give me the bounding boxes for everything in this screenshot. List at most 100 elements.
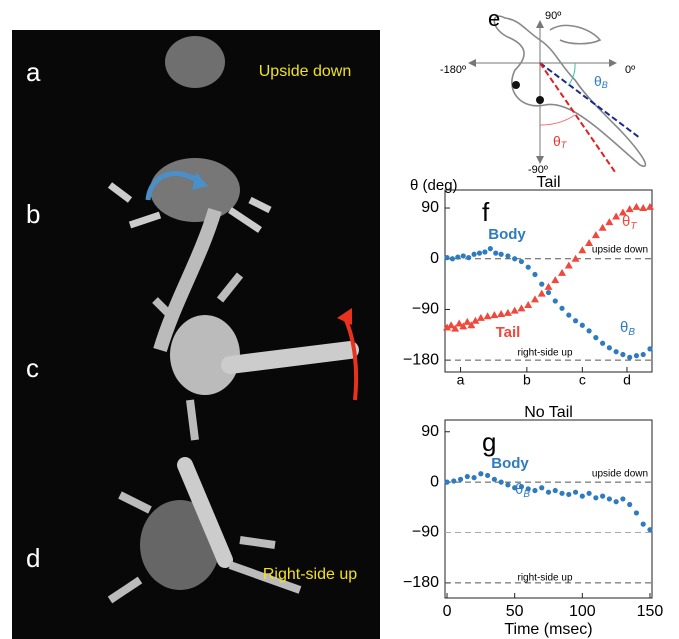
point	[559, 490, 565, 496]
point	[579, 322, 585, 328]
point	[525, 264, 531, 270]
theta-body: θB	[594, 73, 608, 91]
point	[620, 496, 626, 502]
point	[627, 354, 633, 360]
caption: Upside down	[259, 63, 352, 80]
y-tick-label: −90	[412, 301, 439, 318]
point	[498, 251, 504, 257]
chart-title: No Tail	[524, 404, 573, 421]
point	[463, 317, 472, 325]
point	[471, 316, 480, 324]
point	[524, 300, 533, 308]
point	[518, 258, 525, 265]
point	[585, 238, 594, 246]
point	[476, 313, 485, 321]
point	[591, 231, 600, 239]
point	[505, 253, 511, 259]
point	[482, 249, 488, 255]
series-symbol: θB	[620, 319, 635, 338]
point	[518, 484, 525, 490]
point	[517, 304, 526, 312]
point	[497, 309, 506, 317]
point	[530, 295, 539, 303]
point	[613, 349, 619, 355]
point	[564, 261, 573, 269]
point	[640, 351, 646, 358]
series-label: Body	[488, 226, 526, 243]
caption: Right-side up	[263, 566, 357, 583]
point	[633, 353, 640, 359]
point	[471, 251, 477, 257]
photo-labels: a b c d	[26, 57, 41, 573]
rotation-arrow	[145, 171, 202, 201]
point	[451, 324, 460, 332]
point	[558, 268, 567, 276]
y-tick-label: 0	[430, 250, 439, 267]
theta-tail: θT	[553, 133, 568, 151]
point	[572, 318, 579, 324]
point	[487, 246, 493, 252]
series-label: Tail	[496, 324, 521, 341]
point	[606, 345, 612, 351]
point	[464, 473, 470, 480]
panel-label: d	[26, 543, 40, 573]
point	[451, 478, 457, 484]
x-axis-label: Time (msec)	[504, 621, 592, 638]
plot-frame	[444, 189, 653, 373]
reference-label: upside down	[592, 469, 648, 480]
tail-arrowhead	[337, 308, 352, 325]
x-tick-label: 50	[506, 603, 524, 620]
plot-frame	[444, 419, 653, 599]
symbol: θ	[594, 73, 602, 89]
panel-label: b	[26, 199, 40, 229]
point	[612, 212, 621, 220]
point	[606, 496, 612, 502]
point	[498, 479, 504, 485]
point	[586, 328, 592, 334]
point	[455, 319, 464, 327]
point	[532, 487, 538, 494]
y-tick-label: 90	[421, 423, 439, 440]
reference-label: right-side up	[517, 573, 572, 584]
subscript: B	[628, 327, 635, 338]
point	[600, 340, 606, 346]
series-symbol: θT	[622, 213, 637, 232]
point	[586, 490, 592, 496]
point	[566, 312, 572, 318]
point	[572, 489, 579, 495]
subscript: T	[630, 221, 637, 232]
series-symbol: θB	[515, 481, 530, 500]
panel-label: g	[482, 427, 496, 457]
point	[545, 289, 552, 296]
point	[490, 311, 499, 319]
point	[571, 254, 580, 262]
point	[532, 271, 538, 278]
point	[525, 486, 531, 492]
point	[544, 282, 553, 290]
angle-label: -180º	[440, 64, 466, 76]
point	[491, 476, 497, 482]
symbol: θ	[553, 133, 561, 149]
point	[647, 346, 653, 352]
point	[505, 482, 511, 488]
point	[579, 493, 585, 499]
point	[510, 306, 519, 314]
panel-label: e	[488, 6, 500, 31]
panel-label: a	[26, 57, 41, 87]
subscript: B	[523, 489, 530, 500]
point	[559, 305, 565, 311]
point	[512, 256, 518, 262]
point	[455, 254, 461, 260]
x-tick-label: a	[457, 372, 465, 388]
point	[640, 521, 646, 527]
symbol: θ	[620, 319, 628, 336]
point	[645, 202, 654, 210]
point	[551, 276, 560, 284]
point	[552, 298, 558, 304]
point	[459, 322, 468, 330]
point	[476, 250, 483, 256]
point	[625, 205, 634, 213]
point	[478, 471, 484, 477]
angle-diagram	[468, 15, 647, 173]
